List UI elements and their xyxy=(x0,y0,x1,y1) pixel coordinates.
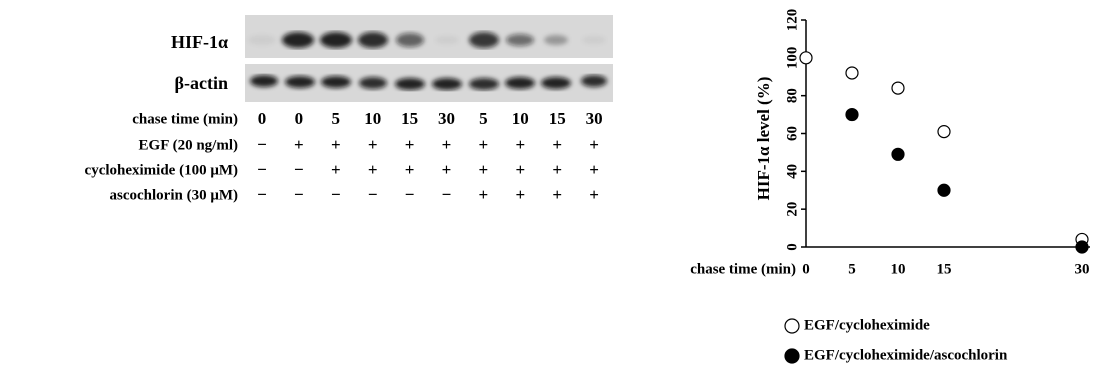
x-axis-label: chase time (min) xyxy=(690,261,796,277)
condition-label: EGF (20 ng/ml) xyxy=(139,137,238,153)
condition-cell: − xyxy=(257,160,267,179)
x-tick-label: 10 xyxy=(891,261,906,277)
point xyxy=(937,183,951,197)
y-tick-label: 0 xyxy=(784,243,800,251)
band xyxy=(320,32,352,48)
condition-cell: + xyxy=(442,135,452,154)
condition-cell: − xyxy=(294,185,304,204)
band xyxy=(321,76,351,88)
band xyxy=(358,32,388,48)
point xyxy=(891,81,905,95)
x-tick-label: 30 xyxy=(1075,261,1090,277)
band-label: β-actin xyxy=(175,73,228,93)
condition-cell: 15 xyxy=(549,109,566,128)
condition-cell: + xyxy=(589,185,599,204)
actin-bands xyxy=(250,75,607,90)
condition-cell: − xyxy=(405,185,415,204)
x-tick-label: 5 xyxy=(848,261,856,277)
point xyxy=(799,51,813,65)
x-tick-label: 0 xyxy=(802,261,810,277)
point xyxy=(891,147,905,161)
condition-cell: 10 xyxy=(364,109,381,128)
point xyxy=(937,125,951,139)
band xyxy=(544,35,568,45)
condition-cell: + xyxy=(515,135,525,154)
band xyxy=(582,36,606,44)
condition-cell: + xyxy=(405,160,415,179)
band xyxy=(432,78,462,90)
condition-label: cycloheximide (100 μM) xyxy=(85,162,238,178)
y-tick-label: 80 xyxy=(784,88,800,103)
condition-cell: + xyxy=(442,160,452,179)
band xyxy=(395,78,425,90)
condition-cell: + xyxy=(589,160,599,179)
band xyxy=(250,75,278,87)
band-label: HIF-1α xyxy=(171,32,228,52)
legend-marker xyxy=(784,348,800,364)
band xyxy=(435,36,459,44)
band xyxy=(581,75,607,87)
y-tick-label: 20 xyxy=(784,202,800,217)
condition-cell: 0 xyxy=(295,109,304,128)
band xyxy=(359,77,387,89)
point xyxy=(1075,240,1089,254)
y-tick-label: 120 xyxy=(784,9,800,32)
condition-cell: − xyxy=(257,185,267,204)
condition-cell: 0 xyxy=(258,109,267,128)
condition-cell: + xyxy=(479,185,489,204)
condition-cell: 5 xyxy=(479,109,488,128)
condition-cell: − xyxy=(331,185,341,204)
y-tick-label: 100 xyxy=(784,47,800,69)
condition-cell: + xyxy=(405,135,415,154)
y-axis-label: HIF-1α level (%) xyxy=(754,77,773,201)
condition-cell: 30 xyxy=(438,109,455,128)
condition-cell: 10 xyxy=(512,109,529,128)
condition-cell: − xyxy=(257,135,267,154)
band xyxy=(541,77,571,89)
condition-cell: + xyxy=(515,160,525,179)
condition-cell: − xyxy=(442,185,452,204)
band xyxy=(505,77,535,89)
condition-cell: + xyxy=(552,185,562,204)
condition-cell: 15 xyxy=(401,109,418,128)
condition-cell: + xyxy=(368,160,378,179)
band xyxy=(285,76,315,88)
y-tick-label: 40 xyxy=(784,164,800,179)
condition-cell: + xyxy=(331,135,341,154)
band xyxy=(282,32,314,48)
condition-cell: + xyxy=(552,135,562,154)
condition-cell: + xyxy=(515,185,525,204)
x-tick-label: 15 xyxy=(937,261,952,277)
condition-cell: + xyxy=(368,135,378,154)
condition-cell: + xyxy=(552,160,562,179)
condition-label: chase time (min) xyxy=(132,111,238,127)
band xyxy=(469,78,499,90)
point xyxy=(845,107,859,122)
condition-cell: − xyxy=(368,185,378,204)
band xyxy=(506,34,534,46)
condition-cell: − xyxy=(294,160,304,179)
legend-label: EGF/cycloheximide xyxy=(804,317,930,333)
condition-cell: + xyxy=(589,135,599,154)
point xyxy=(845,66,859,80)
legend-marker xyxy=(784,318,800,334)
condition-cell: 30 xyxy=(586,109,603,128)
condition-cell: 5 xyxy=(332,109,341,128)
condition-cell: + xyxy=(479,160,489,179)
condition-cell: + xyxy=(331,160,341,179)
band xyxy=(248,35,276,45)
band xyxy=(469,32,499,48)
y-tick-label: 60 xyxy=(784,126,800,141)
legend-label: EGF/cycloheximide/ascochlorin xyxy=(804,347,1008,363)
hif-bands xyxy=(248,32,606,48)
condition-cell: + xyxy=(294,135,304,154)
condition-label: ascochlorin (30 μM) xyxy=(110,187,238,203)
condition-cell: + xyxy=(479,135,489,154)
band xyxy=(396,33,424,47)
